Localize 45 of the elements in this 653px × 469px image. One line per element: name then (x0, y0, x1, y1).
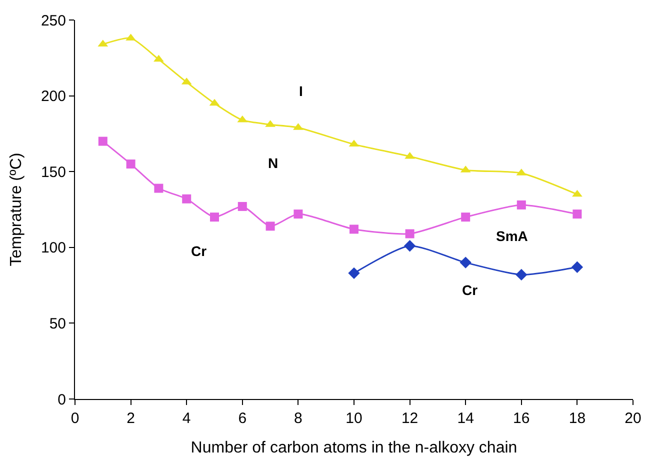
annotation: N (268, 155, 278, 171)
y-axis-title: Temprature (ºC) (8, 152, 25, 266)
x-tick-label: 14 (457, 410, 474, 427)
x-tick-label: 6 (238, 410, 247, 427)
y-tick-label: 100 (40, 240, 66, 257)
x-tick-label: 18 (568, 410, 586, 427)
point (182, 194, 192, 204)
x-tick-label: 8 (294, 410, 302, 427)
x-tick-label: 4 (182, 410, 191, 427)
annotation: SmA (496, 228, 528, 244)
point (154, 54, 164, 62)
x-tick-label: 12 (401, 410, 418, 427)
y-tick-label: 0 (58, 391, 66, 408)
point (516, 268, 528, 281)
point (126, 160, 136, 169)
x-tick-label: 16 (513, 410, 530, 427)
point (516, 200, 526, 210)
point (572, 210, 582, 219)
y-tick-label: 150 (40, 164, 66, 181)
y-tick-label: 250 (40, 12, 66, 30)
x-tick-label: 2 (126, 410, 135, 427)
point (460, 256, 472, 268)
point (404, 240, 416, 252)
y-tick-label: 50 (49, 315, 66, 332)
x-tick-label: 0 (70, 410, 80, 427)
annotation: I (299, 83, 303, 99)
x-tick-label: 20 (624, 410, 642, 427)
point (238, 202, 247, 211)
point (266, 222, 275, 231)
point (405, 229, 414, 238)
x-tick-label: 10 (346, 410, 362, 427)
point (98, 136, 108, 146)
point (461, 212, 470, 222)
x-axis-title: Number of carbon atoms in the n-alkoxy chain (190, 440, 518, 457)
point (348, 267, 360, 280)
point (154, 184, 164, 193)
point (294, 210, 303, 219)
point (404, 152, 415, 159)
y-tick-label: 200 (40, 88, 66, 106)
annotation: Cr (191, 243, 208, 259)
point (571, 261, 584, 273)
point (572, 190, 582, 197)
annotation: Cr (462, 282, 478, 298)
point (350, 224, 358, 234)
point (210, 212, 219, 222)
